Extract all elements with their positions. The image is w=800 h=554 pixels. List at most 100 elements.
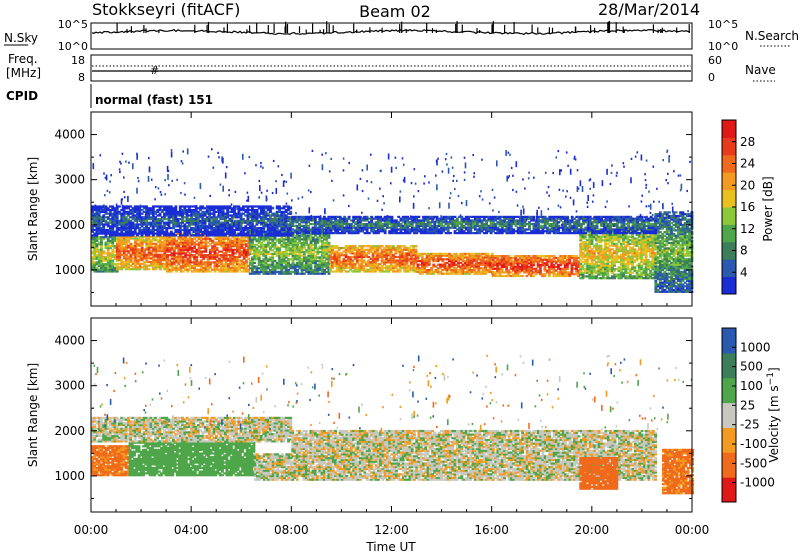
cell [184, 266, 188, 269]
cell [129, 246, 133, 249]
cell [91, 241, 94, 244]
cell [95, 245, 99, 248]
cell [188, 259, 192, 262]
cell [172, 263, 176, 266]
cell [100, 245, 103, 248]
cell [539, 267, 542, 270]
cell [414, 248, 418, 251]
cell [177, 245, 181, 248]
cell [158, 242, 162, 245]
cell [116, 253, 119, 256]
cell [143, 264, 146, 267]
cell [122, 264, 126, 267]
cell [163, 262, 167, 265]
cell [161, 257, 164, 260]
cell [118, 259, 122, 262]
freq-tick-low: 8 [78, 71, 85, 84]
cell [122, 242, 126, 245]
cell [181, 257, 185, 260]
cell [125, 259, 128, 262]
cell [215, 246, 219, 250]
cell [172, 250, 176, 253]
cell [118, 253, 122, 256]
cell [158, 255, 162, 258]
cell [129, 253, 133, 256]
cell [125, 268, 128, 271]
cell [104, 259, 108, 262]
cell [120, 262, 124, 265]
cell [138, 237, 142, 240]
cell [154, 253, 158, 256]
cell [134, 239, 137, 242]
cell [166, 250, 169, 253]
cell [143, 268, 146, 271]
cell [120, 259, 124, 262]
cell [122, 255, 126, 258]
cell [179, 246, 183, 250]
power-data [91, 205, 694, 293]
cell [136, 259, 140, 262]
cell [179, 248, 183, 251]
cell [156, 248, 160, 251]
nsky-spikes [116, 21, 690, 33]
cell [186, 261, 190, 264]
cell [184, 259, 188, 262]
cell [106, 254, 110, 257]
cell [127, 251, 131, 255]
cell [97, 252, 101, 255]
cell [674, 211, 678, 214]
cell [152, 266, 155, 269]
cell [168, 254, 172, 257]
cell [122, 241, 126, 244]
cell [111, 261, 115, 264]
cell [163, 250, 167, 253]
cell [93, 261, 97, 264]
cell [127, 259, 131, 262]
cell [172, 236, 176, 239]
cell [158, 268, 162, 271]
cell [131, 268, 135, 271]
cell [127, 235, 131, 238]
cell [143, 241, 146, 244]
cell [118, 250, 122, 253]
cell [170, 236, 174, 239]
cell [106, 245, 110, 248]
cell [136, 262, 140, 265]
cell [154, 237, 158, 240]
cell [152, 257, 155, 260]
cell [152, 248, 155, 251]
cell [102, 268, 106, 271]
cell [127, 237, 131, 240]
cell [104, 270, 108, 273]
cell [149, 246, 153, 249]
cell [116, 264, 119, 267]
cell [100, 241, 103, 244]
cell [177, 263, 181, 266]
cell [109, 261, 112, 264]
band-2 [166, 232, 251, 273]
cell [177, 261, 181, 264]
cell [134, 253, 137, 256]
cell [111, 268, 115, 271]
cell [131, 253, 135, 256]
cell [163, 246, 167, 249]
cell [143, 248, 146, 251]
cell [113, 245, 117, 248]
cell [156, 239, 160, 242]
cell [186, 241, 190, 244]
cell [95, 270, 99, 273]
cell [138, 257, 142, 260]
cell [172, 248, 176, 251]
cell [134, 235, 137, 238]
cell [120, 260, 124, 264]
cell [125, 248, 128, 251]
cell [147, 244, 151, 247]
cell [106, 270, 110, 273]
cell [111, 263, 115, 266]
cell [120, 239, 124, 242]
cell [138, 242, 142, 245]
cell [134, 237, 137, 240]
cell [109, 270, 112, 273]
cell [118, 244, 122, 247]
cell [97, 243, 101, 246]
